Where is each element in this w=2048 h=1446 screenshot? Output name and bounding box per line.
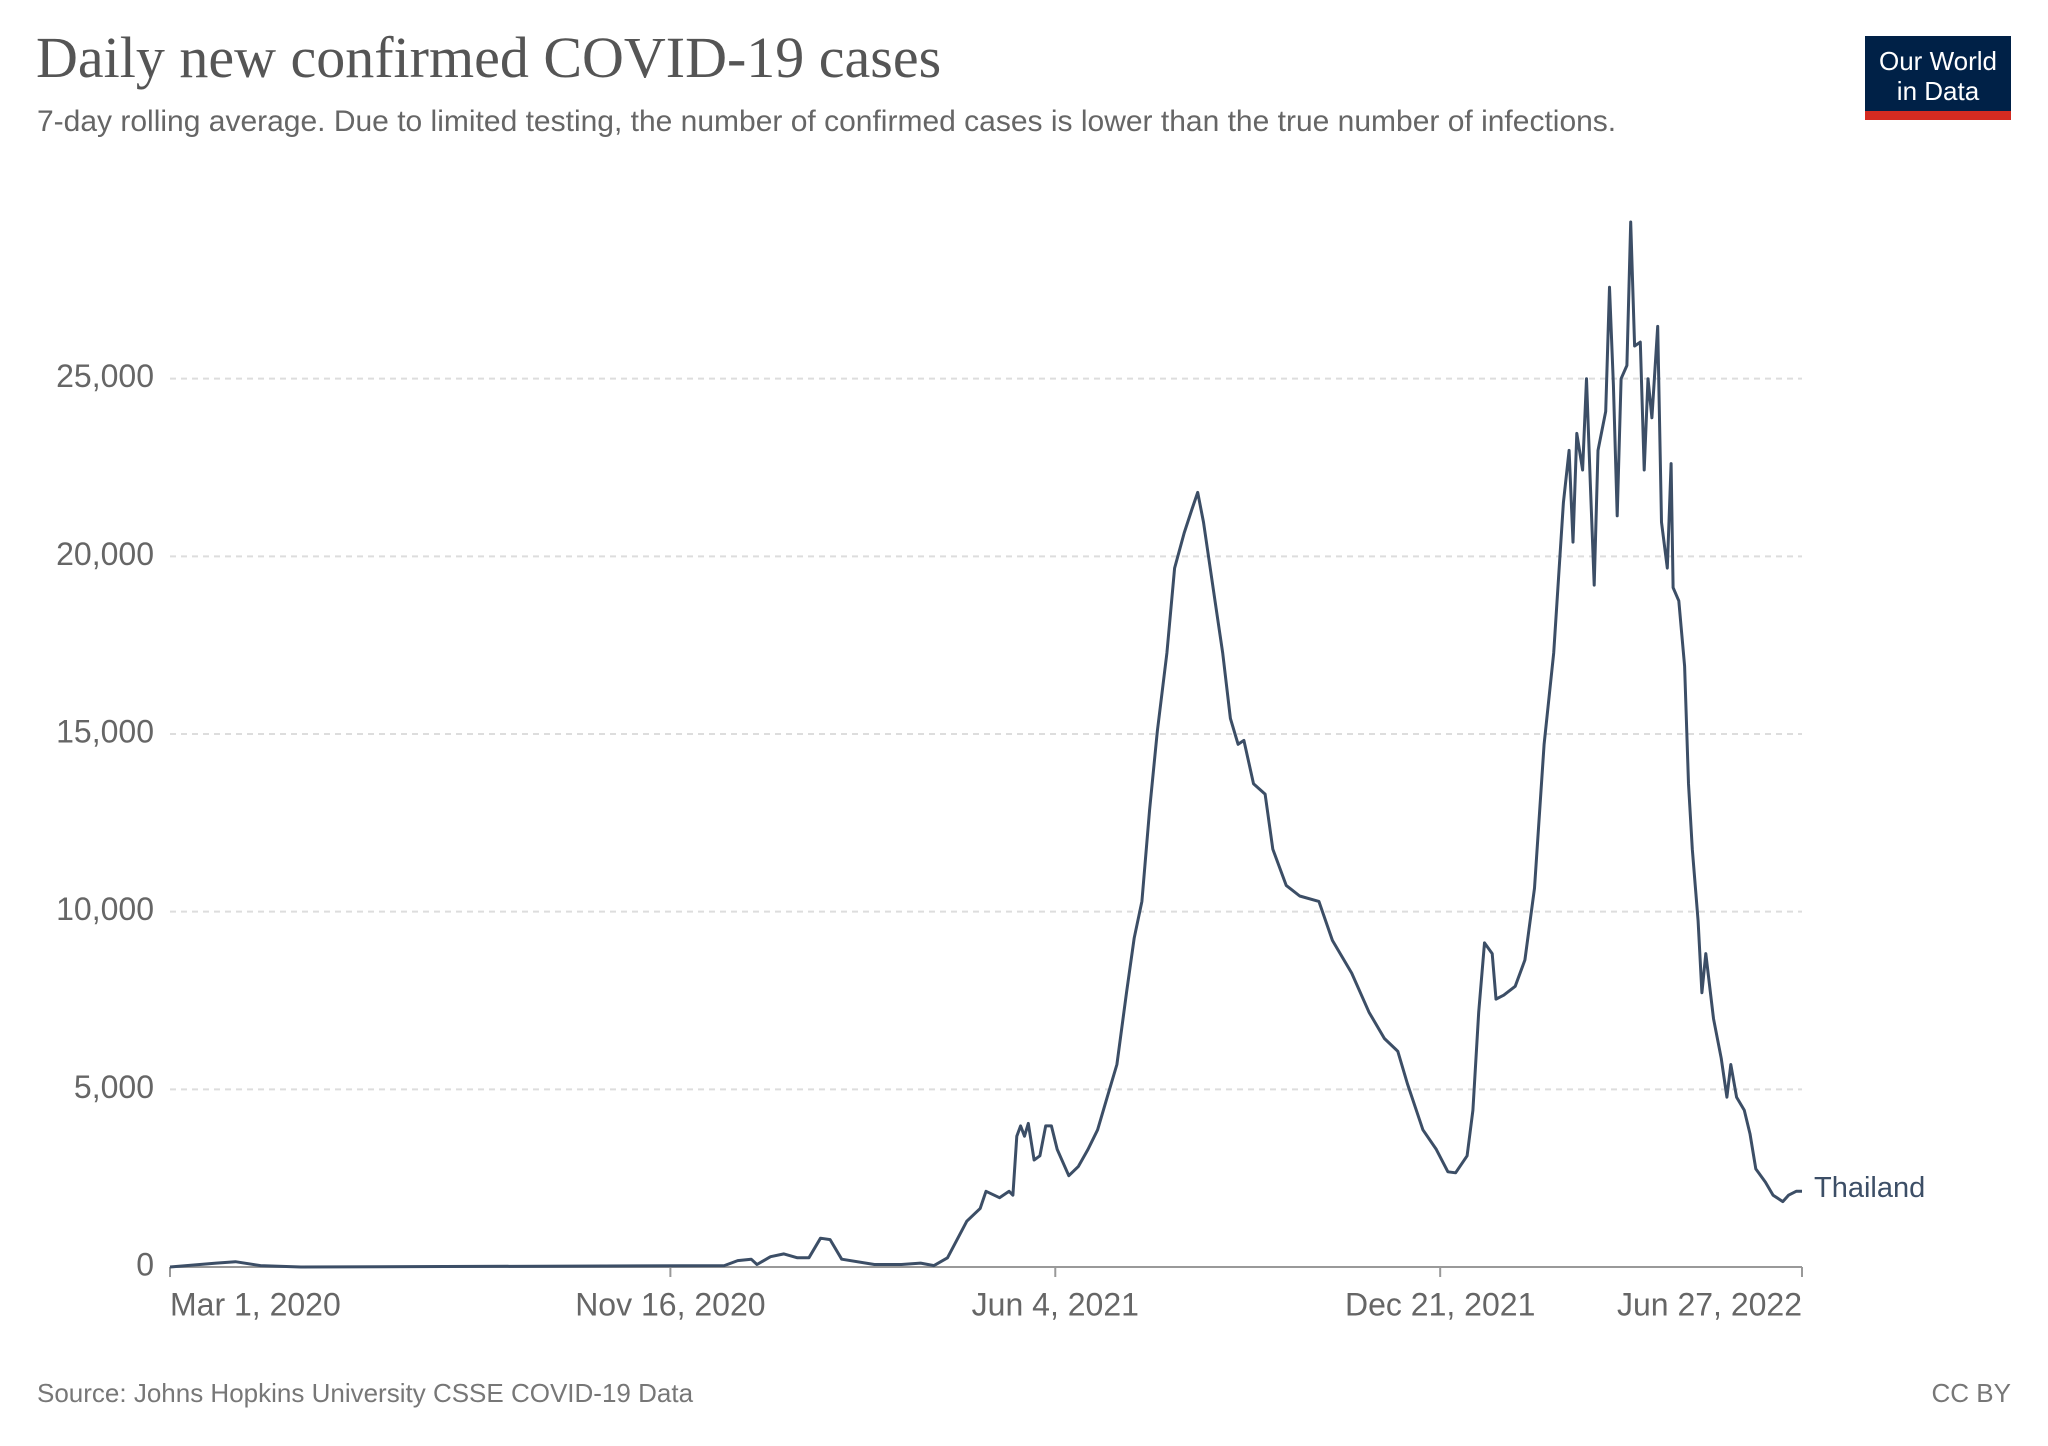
y-tick-label: 25,000 bbox=[56, 358, 154, 394]
y-tick-label: 5,000 bbox=[74, 1069, 154, 1105]
x-tick-label: Nov 16, 2020 bbox=[575, 1286, 765, 1322]
x-tick-label: Mar 1, 2020 bbox=[170, 1286, 341, 1322]
chart-subtitle: 7-day rolling average. Due to limited te… bbox=[37, 105, 1617, 138]
logo-text: Our World bbox=[1879, 46, 1997, 76]
license: CC BY bbox=[1931, 1378, 2011, 1408]
logo: Our World in Data bbox=[1865, 36, 2011, 120]
series-label: Thailand bbox=[1814, 1172, 1925, 1204]
series-line bbox=[169, 220, 1802, 1269]
y-tick-label: 10,000 bbox=[56, 891, 154, 927]
y-tick-label: 15,000 bbox=[56, 713, 154, 749]
x-tick-label: Jun 27, 2022 bbox=[1617, 1286, 1802, 1322]
x-tick-label: Dec 21, 2021 bbox=[1345, 1286, 1535, 1322]
x-tick-label: Jun 4, 2021 bbox=[972, 1286, 1139, 1322]
source-note: Source: Johns Hopkins University CSSE CO… bbox=[37, 1378, 694, 1408]
chart-title: Daily new confirmed COVID-19 cases bbox=[36, 25, 942, 90]
logo-text: in Data bbox=[1896, 76, 1980, 106]
y-tick-label: 20,000 bbox=[56, 536, 154, 572]
y-tick-label: 0 bbox=[136, 1246, 154, 1282]
